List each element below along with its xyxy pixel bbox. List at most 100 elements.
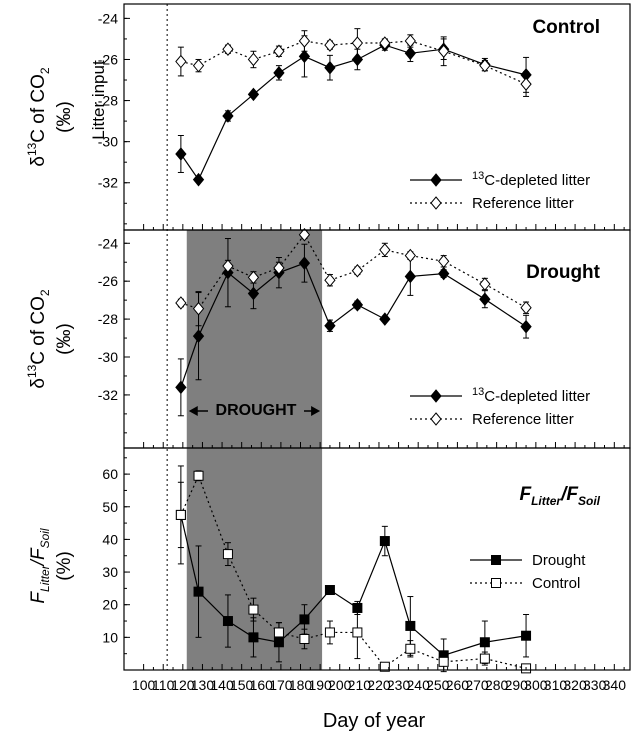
drought-shading (186, 230, 323, 670)
data-point-2-1-7 (352, 627, 363, 638)
data-point-0-0-5 (298, 49, 311, 64)
ytick-label-2-4: 50 (102, 499, 118, 515)
data-point-2-0-12 (521, 630, 532, 641)
data-point-1-0-9 (404, 269, 416, 284)
data-point-1-0-0 (175, 380, 187, 395)
data-point-0-0-7 (351, 52, 364, 67)
data-point-2-1-3 (248, 604, 259, 615)
legend-label-0-0: 13C-depleted litter (472, 170, 590, 189)
data-point-1-0-3 (247, 286, 260, 301)
ytick-label-0-4: -32 (98, 175, 118, 191)
data-point-2-1-8 (379, 661, 390, 672)
data-point-2-1-4 (273, 627, 284, 638)
legend-marker-1-1 (430, 412, 442, 426)
data-point-0-1-11 (479, 58, 491, 73)
svg-text:δ13C of CO2: δ13C of CO2 (25, 67, 52, 167)
data-point-1-1-4 (273, 261, 285, 275)
svg-text:FLitter/FSoil: FLitter/FSoil (28, 528, 52, 604)
data-point-2-0-3 (248, 632, 259, 643)
data-point-0-1-7 (351, 36, 364, 50)
data-point-2-1-0 (175, 509, 186, 520)
data-point-2-0-11 (479, 637, 490, 648)
drought-arrow-left-head (188, 406, 198, 416)
data-point-1-1-2 (222, 259, 234, 273)
panel-title-control: Control (532, 17, 600, 38)
ytick-label-1-0: -24 (98, 235, 118, 251)
data-point-0-1-0 (175, 54, 187, 69)
ylabel-control: δ13C of CO2 (‰) (25, 67, 75, 167)
ytick-label-2-3: 40 (102, 531, 118, 547)
data-point-0-1-10 (438, 44, 450, 59)
data-point-0-1-8 (379, 36, 391, 50)
data-point-1-0-8 (379, 312, 391, 326)
ytick-label-0-0: -24 (98, 10, 118, 26)
ytick-label-0-2: -28 (98, 93, 118, 109)
data-point-0-0-6 (324, 60, 336, 75)
xtick-label-19: 290 (505, 677, 529, 693)
data-point-0-1-12 (520, 77, 532, 91)
xtick-label-2: 120 (171, 677, 195, 693)
data-point-0-1-2 (222, 42, 234, 56)
panel-title-sep: /F (560, 484, 579, 505)
panel-title-sub2: Soil (578, 494, 601, 508)
xtick-label-6: 160 (250, 677, 274, 693)
xtick-label-12: 220 (367, 677, 391, 693)
data-point-0-0-4 (273, 66, 285, 80)
legend-marker-0-0 (430, 173, 442, 187)
panel-title-f1: F (519, 484, 532, 505)
data-point-2-1-2 (222, 549, 233, 560)
data-point-1-0-11 (479, 292, 491, 306)
ytick-label-1-2: -28 (98, 311, 118, 327)
data-point-0-0-9 (404, 46, 416, 61)
xtick-label-0: 100 (132, 677, 156, 693)
legend-label-0-1: Reference litter (472, 195, 574, 212)
data-point-0-1-3 (247, 52, 260, 67)
ytick-label-2-2: 30 (102, 564, 118, 580)
ylabel-drought: δ13C of CO2 (‰) (25, 289, 75, 389)
legend-label-2-1: Control (532, 575, 580, 592)
xtick-label-14: 240 (407, 677, 431, 693)
data-point-1-0-12 (520, 319, 532, 334)
data-point-0-1-4 (273, 44, 285, 59)
svg-text:δ13C of CO2: δ13C of CO2 (25, 289, 52, 389)
ytick-label-1-4: -32 (98, 387, 118, 403)
data-point-1-1-1 (192, 301, 205, 316)
data-point-1-1-11 (479, 277, 491, 291)
xtick-label-11: 210 (348, 677, 372, 693)
panel-title-drought: Drought (526, 262, 601, 283)
data-point-2-0-1 (193, 586, 204, 597)
legend-marker-2-1 (491, 578, 501, 588)
data-point-0-1-1 (192, 58, 205, 73)
data-point-1-1-6 (324, 273, 336, 288)
xtick-label-23: 330 (583, 677, 607, 693)
xtick-label-4: 140 (210, 677, 234, 693)
xtick-label-8: 180 (289, 677, 313, 693)
data-point-0-0-3 (247, 87, 260, 102)
data-point-2-1-1 (193, 470, 204, 481)
data-point-1-0-1 (192, 329, 205, 343)
data-point-1-1-7 (351, 263, 364, 278)
data-point-1-1-5 (298, 227, 311, 242)
data-point-2-1-11 (479, 653, 490, 664)
ylabel-flux-unit: (%) (54, 551, 75, 581)
xtick-label-13: 230 (387, 677, 411, 693)
data-point-0-1-6 (324, 38, 336, 52)
drought-label: DROUGHT (216, 402, 297, 419)
ylabel-control-unit: (‰) (54, 101, 75, 133)
drought-arrow-right-head (311, 406, 321, 416)
data-point-0-0-1 (192, 172, 205, 187)
xtick-label-20: 300 (524, 677, 548, 693)
ytick-label-1-3: -30 (98, 349, 118, 365)
series-line-0-0 (180, 44, 527, 181)
xtick-label-22: 320 (563, 677, 587, 693)
data-point-0-1-5 (298, 34, 311, 48)
data-point-1-1-10 (438, 254, 450, 269)
ylabel-drought-unit: (‰) (54, 323, 75, 355)
ylabel-flux: FLitter/FSoil (%) (28, 528, 75, 604)
legend-label-1-0: 13C-depleted litter (472, 386, 590, 405)
legend-label-1-1: Reference litter (472, 411, 574, 428)
litter-input-label: Litter input (89, 60, 108, 140)
xtick-label-21: 310 (544, 677, 568, 693)
panel-title-sub1: Litter (531, 494, 562, 508)
legend-marker-2-0 (491, 555, 501, 565)
